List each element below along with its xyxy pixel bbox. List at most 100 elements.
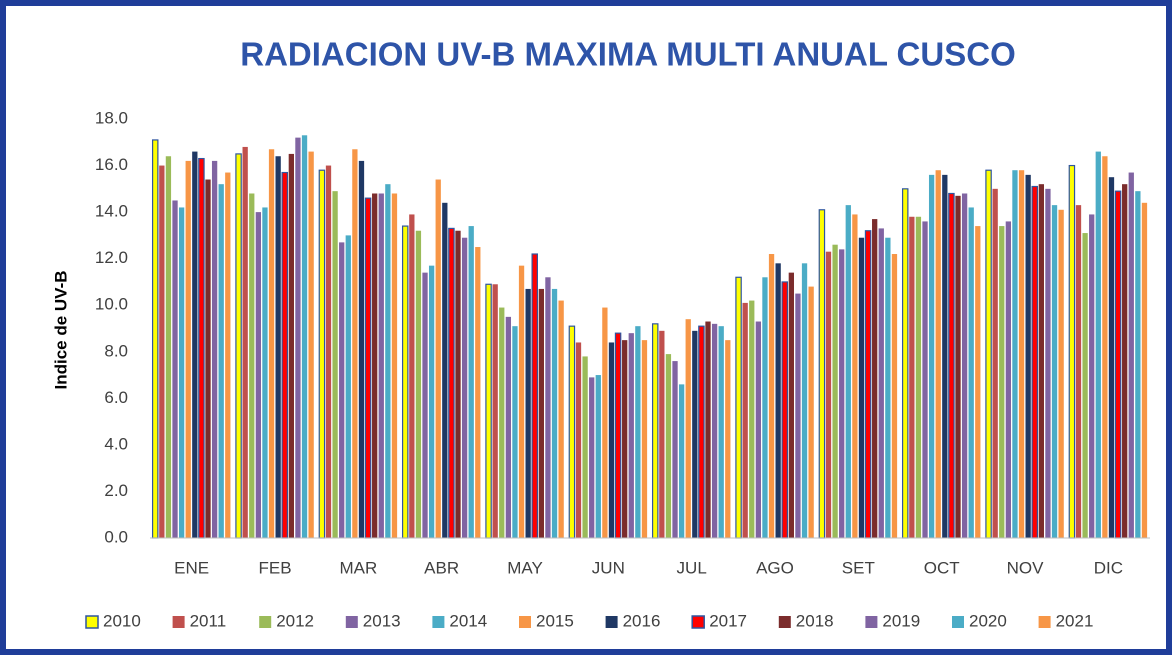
legend-swatch [259,616,272,628]
bar [1012,170,1018,538]
x-tick-label: JUN [592,558,625,577]
bar [198,157,205,539]
bar [538,288,544,538]
bar [685,319,691,538]
legend-swatch [345,616,358,628]
bar [151,139,159,539]
legend-swatch [432,616,445,628]
bar [614,332,622,539]
bar [385,184,391,538]
bar [992,188,998,539]
bar [1135,191,1141,538]
x-tick-label: ENE [174,558,209,577]
bar [788,272,794,538]
bar [192,151,198,539]
bar [435,179,441,538]
bar [608,342,615,538]
y-tick-label: 2.0 [104,481,128,500]
bar [575,342,582,538]
x-tick-label: AGO [756,558,794,577]
chart-title: RADIACION UV-B MAXIMA MULTI ANUAL CUSCO [240,36,1015,73]
bar [935,170,941,538]
bar [775,263,781,538]
bar [1058,209,1064,539]
bar [1082,233,1088,539]
bar [999,226,1005,539]
bar [1075,205,1082,538]
bar [858,237,865,538]
bar [455,230,461,538]
bar [525,288,531,538]
bar [705,321,711,538]
bar [1102,156,1108,538]
bar [218,184,224,538]
bar [345,235,351,538]
legend-swatch [605,616,618,628]
bar [1141,202,1148,539]
legend-swatch [1038,616,1051,628]
bar [641,340,648,538]
bar [1031,185,1038,539]
bar [262,207,268,538]
bar [1114,190,1122,539]
bar [1128,172,1134,539]
bar [268,149,275,538]
bar [1068,164,1076,539]
bar [372,193,378,538]
bar [461,237,468,538]
bar [845,205,851,538]
bar [568,325,576,539]
bar [518,265,525,538]
bar [1095,151,1101,539]
bar [928,174,935,538]
x-tick-label: JUL [677,558,707,577]
bar [249,193,255,538]
legend-swatch [519,616,531,628]
bar [909,216,915,538]
bar [1005,221,1012,538]
bar [725,340,731,538]
bar [885,237,891,538]
legend-label: 2015 [536,611,574,630]
bar [172,200,178,538]
x-tick-label: MAR [339,558,377,577]
bar [275,156,281,538]
bar [968,207,974,538]
y-tick-label: 0.0 [104,527,128,546]
bar [295,137,301,538]
legend-label: 2019 [882,611,920,630]
bar [622,340,628,538]
bar [852,214,858,538]
x-tick-label: FEB [258,558,291,577]
bar [468,226,474,539]
bar [364,197,372,539]
bar [628,333,634,538]
legend-label: 2020 [969,611,1007,630]
bar [225,172,231,539]
legend-label: 2021 [1056,611,1094,630]
bar [475,247,481,538]
legend-label: 2013 [363,611,401,630]
bar [185,160,191,538]
bar [755,321,762,538]
bar [409,214,415,538]
y-tick-label: 6.0 [104,388,128,407]
bar [558,300,564,538]
y-tick-label: 10.0 [95,295,128,314]
bar [428,265,435,538]
bar [301,135,308,539]
legend-label: 2018 [796,611,834,630]
bar [718,326,724,538]
y-axis-label: Indice de UV-B [51,270,70,389]
bar [551,288,558,538]
bar [595,375,601,538]
bar [735,276,742,539]
y-tick-label: 8.0 [104,341,128,360]
bar [505,316,512,538]
bar [742,302,748,538]
bar [749,300,755,538]
bar [422,272,428,538]
bar [235,153,242,539]
bar [1122,184,1128,538]
